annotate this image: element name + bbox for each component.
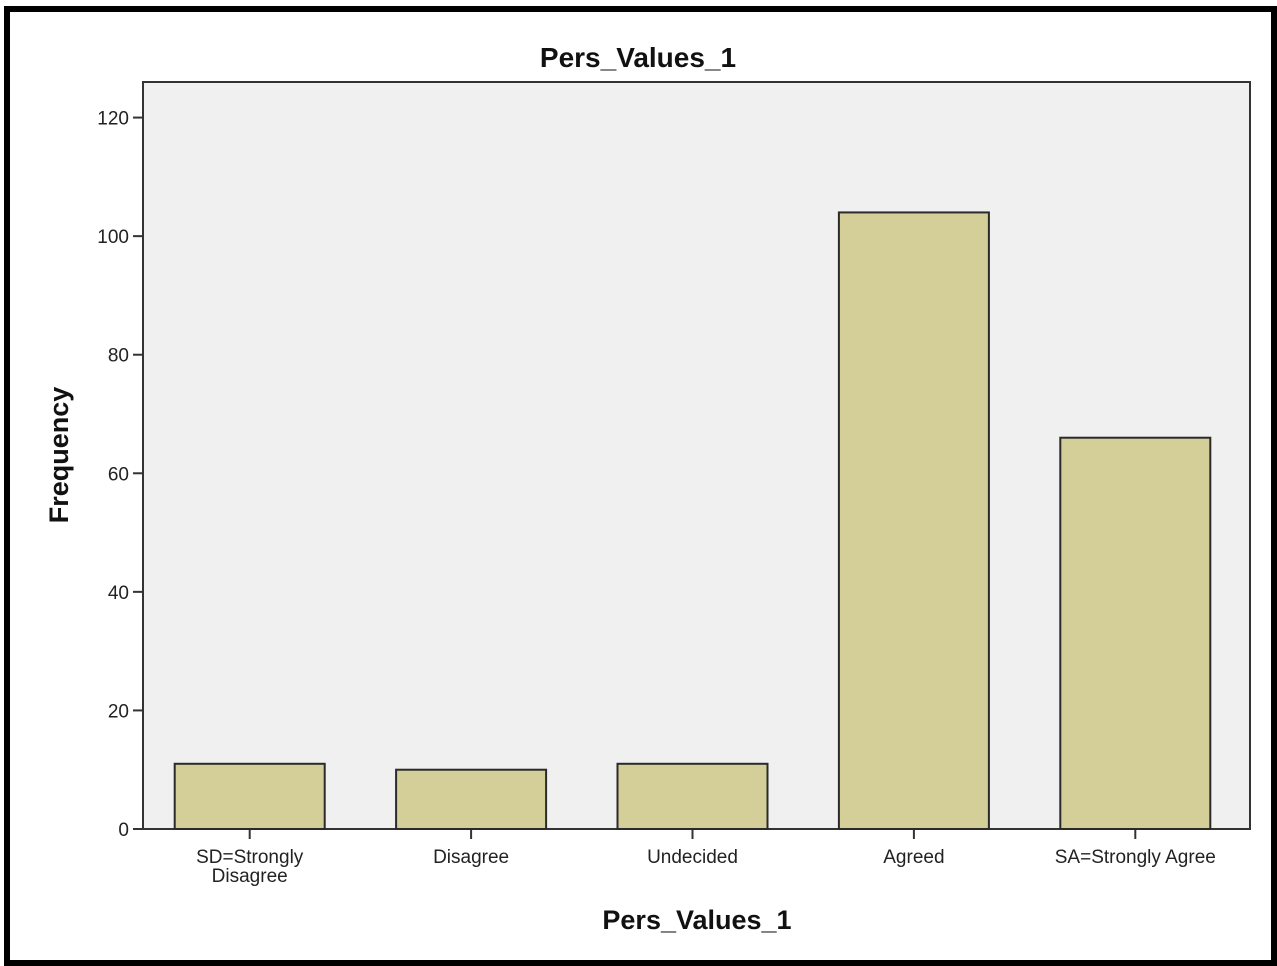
- x-tick-label: Disagree: [433, 847, 509, 868]
- chart-title: Pers_Values_1: [540, 42, 736, 73]
- y-tick-label: 80: [108, 346, 129, 367]
- x-tick-label: Undecided: [647, 847, 738, 868]
- x-axis: SD=Strongly Disagree Disagree Undecided Agre…: [196, 829, 1216, 887]
- y-tick-label: 60: [108, 464, 129, 485]
- bar: [173, 762, 326, 830]
- bar: [395, 768, 548, 831]
- x-tick-label: SD=Strongly Disagree: [196, 847, 304, 887]
- y-axis: 0 20 40 60 80 100 120: [97, 109, 143, 841]
- bars: [173, 211, 1212, 831]
- x-axis-title: Pers_Values_1: [602, 905, 791, 935]
- y-tick-label: 100: [97, 227, 129, 248]
- x-tick-label: Agreed: [883, 847, 944, 868]
- y-axis-title: Frequency: [44, 387, 74, 524]
- y-tick-label: 120: [97, 109, 129, 130]
- x-tick-label: SA=Strongly Agree: [1055, 847, 1216, 868]
- bar: [837, 211, 990, 830]
- bar: [616, 762, 769, 830]
- y-tick-label: 0: [118, 820, 129, 841]
- y-tick-label: 20: [108, 701, 129, 722]
- bar: [1059, 436, 1212, 830]
- y-tick-label: 40: [108, 583, 129, 604]
